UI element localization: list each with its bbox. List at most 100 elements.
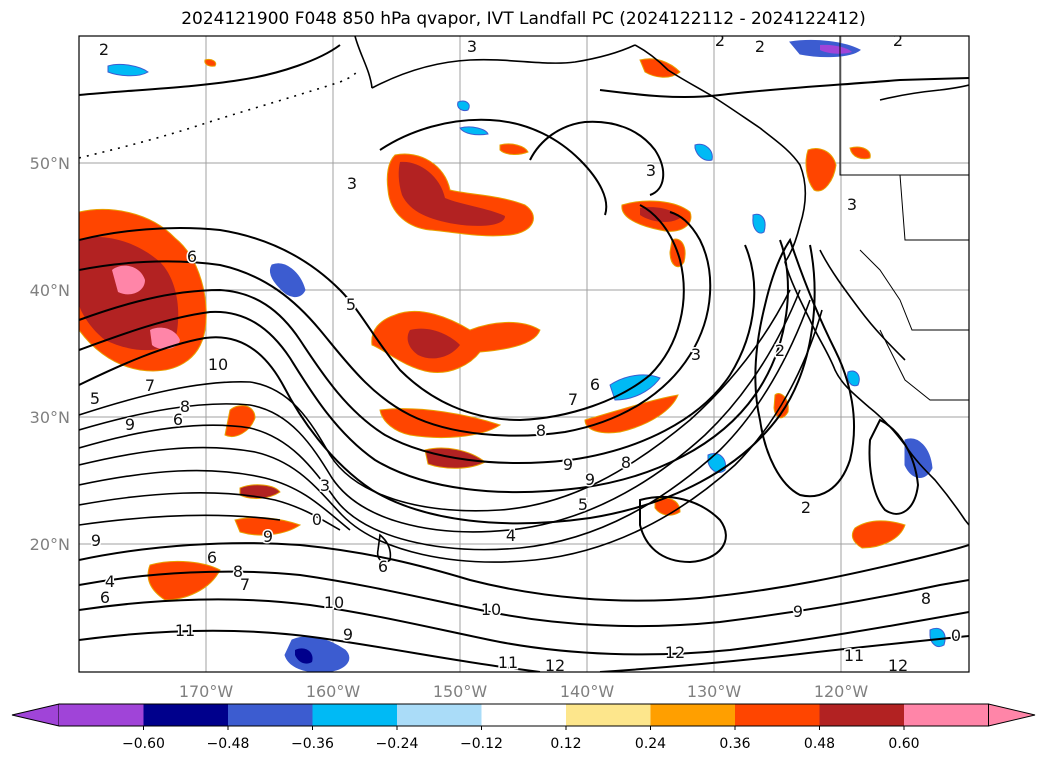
lon-label-130w: 130°W [687,682,742,701]
neg-blob-4 [107,63,149,77]
contour-label: 8 [621,453,631,472]
colorbar-tick-labels: −0.60 −0.48 −0.36 −0.24 −0.12 0.12 0.24 0.36 0.4… [122,736,920,752]
shading-blob-west-max [112,265,145,295]
contour-label: 7 [568,390,578,409]
contour-south-1 [79,542,969,602]
contour-label: 3 [467,37,477,56]
colorbar-tick-label: 0.24 [635,736,666,752]
contour-label: 11 [175,621,195,640]
coastline-hawaii [376,533,392,563]
border-states-south [879,329,969,401]
contour-trough-2 [79,211,712,437]
contour-label: 0 [312,510,322,529]
contour-label: 6 [173,410,183,429]
contour-east-1 [754,237,856,498]
neg-blob-3-core [820,44,852,54]
contour-label: 12 [665,643,685,662]
contour-label: 3 [847,195,857,214]
contour-label: 10 [208,355,228,374]
colorbar-tick-label: 0.48 [804,736,835,752]
contour-north-1 [379,118,608,216]
colorbar-tick-label: 0.12 [550,736,581,752]
contour-trough-1 [79,204,685,422]
contour-label: 9 [263,527,273,546]
contour-label: 2 [801,498,811,517]
lon-label-160w: 160°W [306,682,361,701]
colorbar-extend-high [988,703,1036,727]
longitude-labels: 170°W 160°W 150°W 140°W 130°W 120°W [179,682,869,701]
contour-label: 9 [125,415,135,434]
contour-label: 7 [145,376,155,395]
contour-south-3 [79,598,969,656]
shading-blob-central-core [407,328,460,359]
colorbar-tick-label: 0.60 [888,736,919,752]
contour-trough-3 [79,244,756,464]
contour-label: 8 [233,562,243,581]
lat-label-20n: 20°N [30,535,70,554]
contour-north-2 [529,120,665,196]
coastline-inland-1 [879,84,969,101]
colorbar-extend-low [11,703,60,727]
contour-label: 6 [378,557,388,576]
contour-jet-5 [79,469,351,531]
contour-lines [79,44,969,672]
contour-label: 10 [324,593,344,612]
contour-south-2 [79,570,969,628]
contour-label: 9 [793,602,803,621]
contour-label: 5 [346,295,356,314]
contour-north-3 [79,44,341,96]
contour-label: 9 [91,531,101,550]
contour-south-5 [599,635,969,672]
neg-blob-1 [269,263,306,297]
contour-label: 2 [715,31,725,50]
lon-label-140w: 140°W [560,682,615,701]
lat-label-40n: 40°N [30,281,70,300]
contour-label: 8 [180,397,190,416]
colorbar-tick-label: −0.24 [376,736,419,752]
contour-label: 9 [563,455,573,474]
neg-blob-13 [847,370,860,387]
colorbar-segment [59,704,144,726]
positive-shading [79,58,906,601]
contour-label: 6 [590,375,600,394]
border-alaska-canada [839,36,969,176]
map-title: 2024121900 F048 850 hPa qvapor, IVT Land… [181,9,866,29]
contour-label: 6 [187,247,197,266]
contour-label: 12 [888,656,908,675]
contour-label: 9 [343,625,353,644]
coastline-aleutians [79,69,359,159]
colorbar-segment [481,704,566,726]
contour-label: 3 [320,476,330,495]
contour-label: 2 [775,341,785,360]
map-frame [78,35,970,673]
shading-small-9 [204,59,217,67]
coastline-gulf [819,249,906,361]
contour-east-2 [868,418,920,515]
contour-label: 2 [99,40,109,59]
colorbar-tick-label: −0.48 [207,736,250,752]
border-states-north [899,174,969,241]
colorbar-tick-label: −0.12 [460,736,503,752]
lon-label-120w: 120°W [814,682,869,701]
contour-label: 11 [844,646,864,665]
contour-label: 11 [498,653,518,672]
contour-label: 5 [90,389,100,408]
contour-label: 2 [893,31,903,50]
contour-north-4 [599,77,969,99]
colorbar-tick-label: −0.36 [291,736,334,752]
contour-jet-2 [79,289,801,533]
neg-blob-10 [459,126,489,136]
lat-label-50n: 50°N [30,154,70,173]
colorbar-tick-label: 0.36 [719,736,750,752]
contour-jet-1 [79,289,791,512]
colorbar-segment [735,704,820,726]
colorbar-outline [59,703,989,727]
shading-small-1 [224,405,256,437]
contour-trough-4 [79,239,789,494]
negative-shading [107,39,946,672]
contour-jet-4 [79,309,823,563]
neg-blob-7 [707,453,727,473]
